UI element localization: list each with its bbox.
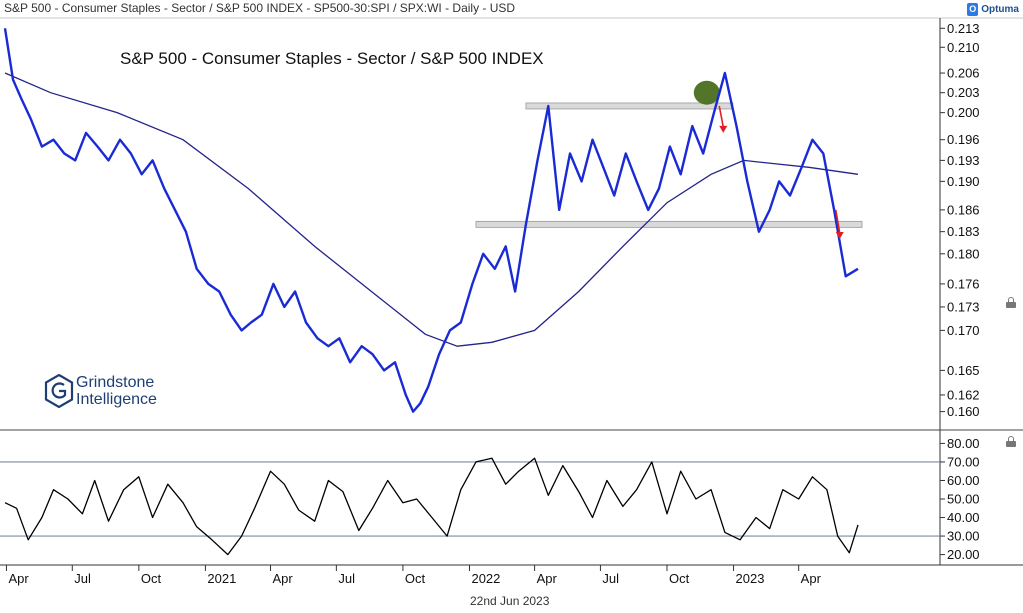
grindstone-line-1: Grindstone xyxy=(76,374,155,391)
grindstone-logo-icon xyxy=(44,374,74,408)
x-tick-label: Apr xyxy=(537,571,558,586)
y-tick-label: 60.00 xyxy=(947,473,980,488)
indicator-panel xyxy=(0,457,940,556)
y-tick-label: 80.00 xyxy=(947,436,980,451)
y-tick-label: 0.186 xyxy=(947,202,980,217)
x-tick-label: Oct xyxy=(141,571,162,586)
chart-header: S&P 500 - Consumer Staples - Sector / S&… xyxy=(4,1,516,15)
y-tick-label: 20.00 xyxy=(947,547,980,562)
y-tick-label: 0.196 xyxy=(947,132,980,147)
y-tick-label: 0.200 xyxy=(947,105,980,120)
highlight-circle xyxy=(693,80,720,105)
grindstone-watermark: Grindstone Intelligence xyxy=(44,374,157,408)
x-tick-label: Apr xyxy=(8,571,29,586)
ratio-panel xyxy=(3,28,863,413)
y-tick-label: 0.165 xyxy=(947,363,980,378)
y-tick-label: 0.190 xyxy=(947,174,980,189)
x-tick-label: Oct xyxy=(405,571,426,586)
x-axis: Apr Jul Oct 2021 Apr Jul Oct 2022 Apr Jul Oct 2023 A… xyxy=(5,565,822,586)
chart-title: S&P 500 - Consumer Staples - Sector / S&… xyxy=(120,49,544,68)
y-tick-label: 0.193 xyxy=(947,153,980,168)
support-resistance-band xyxy=(475,220,863,228)
down-arrow xyxy=(834,209,841,234)
y-tick-label: 0.170 xyxy=(947,323,980,338)
down-arrowhead xyxy=(835,231,844,239)
y-tick-label: 0.162 xyxy=(947,387,980,402)
y-tick-label: 0.180 xyxy=(947,246,980,261)
y-tick-label: 50.00 xyxy=(947,492,980,507)
optuma-logo: O Optuma xyxy=(967,1,1019,17)
y-tick-label: 0.176 xyxy=(947,276,980,291)
x-tick-label: Jul xyxy=(338,571,355,586)
lock-icon[interactable] xyxy=(1006,297,1016,308)
x-tick-label: Jul xyxy=(74,571,91,586)
x-tick-label: 2021 xyxy=(207,571,236,586)
optuma-logo-icon: O xyxy=(967,2,979,16)
y-tick-label: 70.00 xyxy=(947,454,980,469)
x-tick-label: Apr xyxy=(273,571,294,586)
ratio-line xyxy=(3,28,859,413)
y-tick-label: 0.203 xyxy=(947,85,980,100)
y-tick-label: 0.213 xyxy=(947,21,980,36)
y-tick-label: 40.00 xyxy=(947,510,980,525)
y-tick-label: 0.160 xyxy=(947,404,980,419)
indicator-y-axis: 20.00 30.00 40.00 50.00 60.00 70.00 80.00 xyxy=(940,436,980,562)
grindstone-text: Grindstone Intelligence xyxy=(76,374,157,408)
ratio-y-axis: 0.160 0.162 0.165 0.170 0.173 0.176 0.180 0.183… xyxy=(940,21,980,419)
down-arrow xyxy=(718,105,725,128)
lock-icon[interactable] xyxy=(1006,436,1016,447)
y-tick-label: 0.206 xyxy=(947,66,980,81)
x-tick-label: Oct xyxy=(669,571,690,586)
down-arrowhead xyxy=(719,125,728,133)
date-label: 22nd Jun 2023 xyxy=(470,594,550,608)
support-resistance-band xyxy=(525,102,734,110)
y-tick-label: 30.00 xyxy=(947,529,980,544)
x-tick-label: 2022 xyxy=(471,571,500,586)
y-tick-label: 0.173 xyxy=(947,299,980,314)
optuma-logo-text: Optuma xyxy=(981,3,1019,15)
y-tick-label: 0.210 xyxy=(947,40,980,55)
x-tick-label: 2023 xyxy=(736,571,765,586)
x-tick-label: Apr xyxy=(801,571,822,586)
grindstone-line-2: Intelligence xyxy=(76,391,157,408)
indicator-line xyxy=(4,457,859,556)
y-tick-label: 0.183 xyxy=(947,224,980,239)
x-tick-label: Jul xyxy=(602,571,619,586)
